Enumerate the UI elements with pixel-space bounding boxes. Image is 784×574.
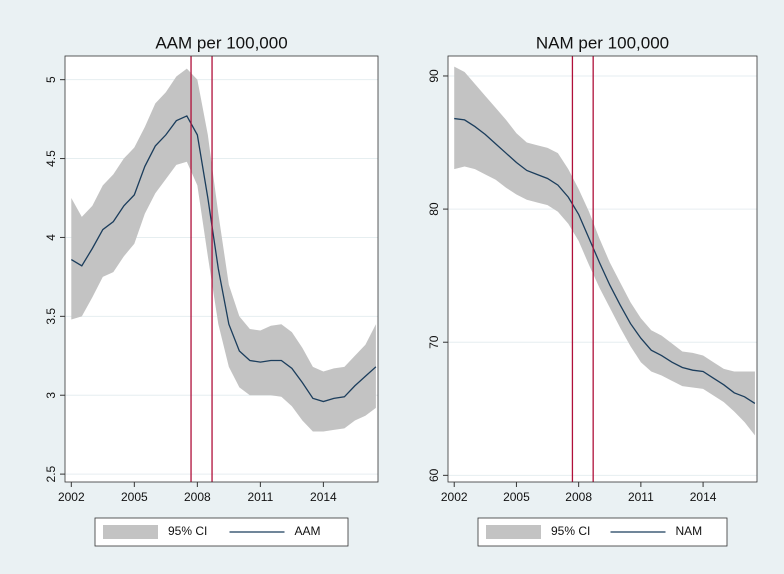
y-tick-label: 4	[44, 234, 58, 241]
x-tick-label: 2005	[121, 490, 148, 504]
plot-border	[447, 55, 758, 483]
x-tick-label: 2011	[628, 490, 654, 504]
y-tick-label: 60	[427, 468, 441, 482]
legend-label: NAM	[676, 524, 703, 538]
series-line	[454, 117, 756, 405]
x-tick-label: 2008	[565, 490, 592, 504]
x-tick-label: 2002	[58, 490, 85, 504]
chart-title: AAM per 100,000	[155, 33, 287, 52]
plot-border	[64, 55, 379, 483]
x-tick-label: 2011	[247, 490, 273, 504]
x-tick-label: 2008	[184, 490, 211, 504]
legend-label: 95% CI	[168, 524, 207, 538]
y-tick-label: 4.5	[44, 150, 58, 167]
x-tick-label: 2005	[503, 490, 530, 504]
y-tick-label: 5	[44, 76, 58, 83]
y-tick-label: 90	[427, 69, 441, 83]
x-tick-label: 2014	[690, 490, 717, 504]
legend-label: 95% CI	[551, 524, 590, 538]
chart-title: NAM per 100,000	[536, 33, 669, 52]
ci-band	[71, 68, 376, 432]
legend-swatch	[103, 525, 158, 539]
x-tick-label: 2002	[441, 490, 468, 504]
x-tick-label: 2014	[310, 490, 337, 504]
y-tick-label: 3	[44, 392, 58, 399]
legend-swatch	[486, 525, 541, 539]
series-line	[70, 115, 377, 403]
y-tick-label: 80	[427, 202, 441, 216]
y-tick-label: 3.5	[44, 308, 58, 325]
ci-band	[454, 66, 755, 436]
y-tick-label: 70	[427, 335, 441, 349]
y-tick-label: 2.5	[44, 465, 58, 482]
legend-label: AAM	[295, 524, 321, 538]
